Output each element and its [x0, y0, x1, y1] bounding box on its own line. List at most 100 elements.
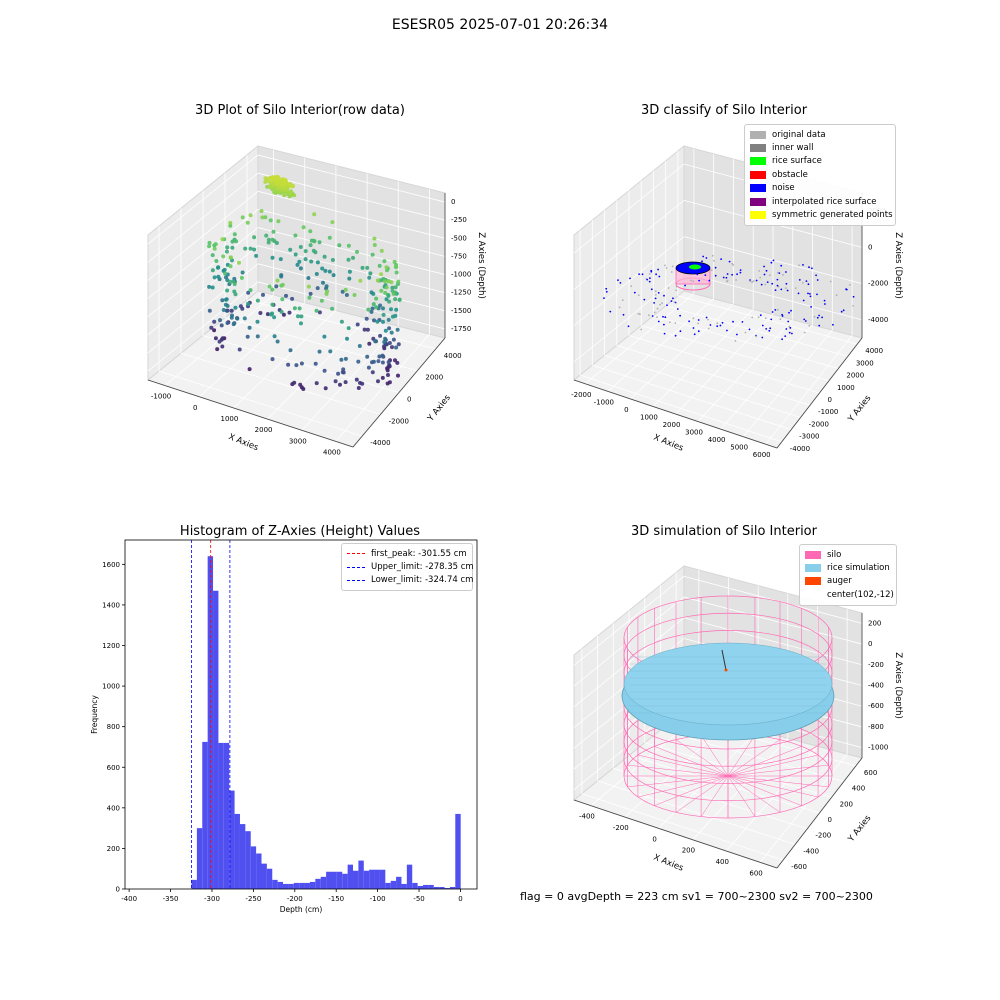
raw-data-point — [345, 336, 349, 341]
raw-data-point — [390, 345, 394, 350]
raw-data-point — [393, 358, 397, 363]
classify-noise-point — [832, 323, 834, 326]
p1-y-axis-label: Y Axies — [425, 393, 453, 425]
histogram-bar — [239, 824, 246, 889]
classify-noise-point — [802, 264, 804, 266]
raw-data-point — [369, 309, 374, 314]
raw-data-point — [383, 328, 388, 333]
classify-noise-point — [748, 328, 751, 331]
classify-original-point — [751, 281, 753, 284]
raw-data-point — [386, 317, 391, 322]
classify-original-point — [653, 311, 656, 314]
classify-noise-point — [688, 320, 690, 323]
silo-base-spoke — [675, 739, 729, 777]
raw-data-point — [212, 328, 217, 333]
classify-noise-point — [776, 284, 779, 287]
raw-data-point — [366, 365, 371, 370]
raw-data-point — [338, 382, 342, 387]
raw-data-point — [393, 285, 398, 290]
raw-data-point — [379, 278, 384, 283]
raw-data-point — [396, 279, 401, 284]
classify-original-point — [852, 305, 854, 307]
raw-data-point — [365, 354, 370, 359]
raw-data-point — [279, 309, 284, 314]
histogram-bar — [331, 871, 337, 889]
classify-noise-point — [714, 274, 717, 277]
raw-data-point — [265, 184, 270, 189]
histogram-bar — [277, 881, 284, 889]
p4-x-axis-label: X Axies — [652, 853, 685, 874]
legend-entry: inner wall — [750, 141, 890, 154]
classify-original-point — [744, 331, 747, 334]
classify-noise-point — [709, 324, 712, 326]
x-tick-label: -350 — [163, 895, 179, 903]
raw-data-point — [389, 307, 393, 312]
classify-noise-point — [663, 323, 665, 326]
classify-original-point — [713, 259, 715, 262]
legend-entry: center(102,-12) — [805, 588, 894, 601]
auger-shaft — [721, 649, 727, 671]
classify-noise-point — [763, 265, 765, 268]
raw-data-point — [274, 175, 279, 179]
classify-noise-point — [701, 260, 703, 263]
raw-data-point — [322, 254, 327, 259]
raw-data-point — [346, 326, 351, 331]
classify-noise-point — [605, 287, 608, 290]
raw-data-point — [354, 377, 359, 382]
classify-noise-point — [811, 267, 813, 270]
raw-data-point — [285, 192, 290, 196]
classify-noise-point — [670, 300, 673, 302]
p1-grid-z — [147, 263, 259, 354]
classify-noise-point — [721, 321, 724, 324]
classify-noise-point — [697, 330, 700, 333]
raw-data-point — [317, 310, 322, 315]
raw-data-point — [263, 215, 268, 220]
raw-data-point — [312, 212, 317, 217]
histogram-bar — [342, 873, 348, 889]
raw-data-point — [367, 275, 372, 280]
p1-z-tick-label: -1000 — [451, 271, 471, 279]
raw-data-point — [356, 386, 361, 390]
legend-entry: original data — [750, 128, 890, 141]
classify-noise-point — [725, 276, 728, 279]
raw-data-point — [360, 381, 365, 386]
p1-grid-z — [147, 227, 259, 317]
raw-data-point — [381, 312, 386, 317]
classify-original-point — [732, 264, 735, 266]
histogram-bar — [196, 828, 203, 889]
classify-original-point — [618, 306, 621, 309]
raw-data-point — [265, 312, 270, 317]
classify-noise-point — [771, 311, 774, 313]
p4-grid-y — [597, 780, 796, 845]
classify-noise-point — [821, 316, 823, 319]
classify-noise-point — [787, 320, 790, 323]
raw-data-point — [376, 379, 380, 384]
legend-label: interpolated rice surface — [772, 196, 877, 207]
p2-x-tick-label: 4000 — [708, 436, 726, 444]
classify-noise-point — [807, 283, 810, 286]
raw-data-point — [317, 349, 322, 354]
p2-y-tick-label: -2000 — [809, 420, 829, 428]
classify-original-point — [639, 313, 641, 316]
classify-noise-point — [809, 295, 812, 298]
p2-grid-y — [579, 374, 782, 443]
raw-data-point — [225, 245, 230, 250]
y-tick-label: 1400 — [102, 601, 120, 609]
legend-label: rice surface — [772, 156, 822, 167]
silo-base-spoke — [727, 739, 781, 777]
raw-data-point — [339, 357, 344, 362]
raw-data-point — [396, 373, 400, 378]
classify-original-point — [665, 267, 668, 269]
p1-x-tick-label: -1000 — [151, 393, 171, 401]
p4-x-tick-label: -400 — [579, 813, 595, 821]
classify-noise-point — [774, 289, 777, 291]
classify-original-point — [731, 262, 734, 265]
legend-label: inner wall — [772, 143, 814, 154]
classify-noise-point — [679, 314, 681, 317]
classify-noise-point — [760, 283, 763, 286]
raw-data-point — [357, 344, 362, 348]
p2-grid-y — [628, 335, 820, 394]
y-tick-label: 400 — [107, 804, 120, 812]
classify-noise-point — [769, 327, 772, 330]
raw-data-point — [212, 246, 217, 251]
